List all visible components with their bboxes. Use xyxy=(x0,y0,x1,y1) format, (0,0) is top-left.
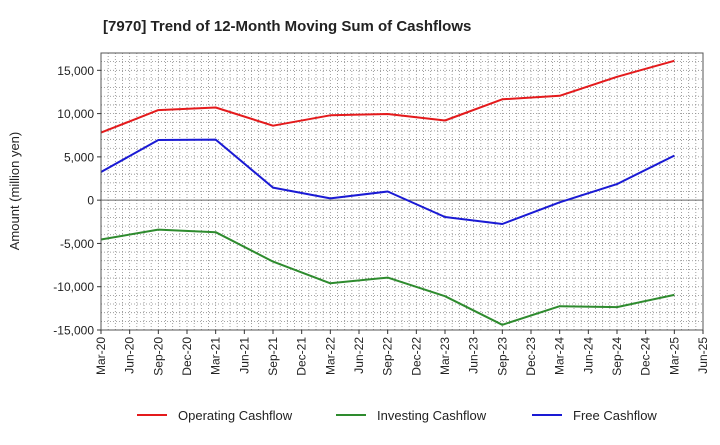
x-tick-label: Mar-24 xyxy=(553,337,567,375)
x-tick-label: Dec-23 xyxy=(524,337,538,376)
x-tick-label: Dec-21 xyxy=(295,337,309,376)
x-tick-label: Jun-22 xyxy=(352,337,366,374)
chart-title: [7970] Trend of 12-Month Moving Sum of C… xyxy=(103,18,471,35)
x-tick-label: Sep-24 xyxy=(610,337,624,376)
legend-label: Investing Cashflow xyxy=(377,408,487,423)
x-tick-label: Jun-23 xyxy=(467,337,481,374)
x-tick-label: Dec-20 xyxy=(180,337,194,376)
x-tick-label: Jun-20 xyxy=(123,337,137,374)
x-tick-label: Sep-22 xyxy=(381,337,395,376)
y-tick-label: 5,000 xyxy=(64,150,94,164)
x-axis-ticks: Mar-20 Jun-20 Sep-20 Dec-20 Mar-21 Jun-21 Sep-… xyxy=(94,330,710,376)
series-line-investing-cashflow xyxy=(100,228,675,326)
x-tick-label: Mar-20 xyxy=(94,337,108,375)
x-tick-label: Jun-24 xyxy=(581,337,595,374)
x-tick-label: Sep-21 xyxy=(266,337,280,376)
legend: Operating Cashflow Investing Cashflow Free… xyxy=(137,408,657,423)
series-line-operating-cashflow xyxy=(100,59,675,134)
y-tick-label: -15,000 xyxy=(53,324,94,338)
series-line-free-cashflow xyxy=(100,138,675,225)
x-tick-label: Mar-23 xyxy=(438,337,452,375)
series-lines xyxy=(100,59,675,326)
y-tick-label: 10,000 xyxy=(57,107,94,121)
legend-label: Operating Cashflow xyxy=(178,408,293,423)
x-tick-label: Mar-22 xyxy=(323,337,337,375)
x-tick-label: Dec-22 xyxy=(409,337,423,376)
x-tick-label: Sep-20 xyxy=(151,337,165,376)
y-tick-label: -10,000 xyxy=(53,280,94,294)
y-axis-ticks: 15,000 10,000 5,000 0 -5,000 -10,000 -15,000 xyxy=(53,64,101,338)
x-tick-label: Mar-21 xyxy=(209,337,223,375)
x-tick-label: Jun-21 xyxy=(237,337,251,374)
y-tick-label: 15,000 xyxy=(57,64,94,78)
plot-frame xyxy=(100,52,704,331)
y-axis-label: Amount (million yen) xyxy=(7,132,22,251)
legend-label: Free Cashflow xyxy=(573,408,657,423)
y-tick-label: 0 xyxy=(87,194,94,208)
y-tick-label: -5,000 xyxy=(60,237,94,251)
x-tick-label: Mar-25 xyxy=(667,337,681,375)
x-tick-label: Dec-24 xyxy=(639,337,653,376)
grid xyxy=(101,53,703,330)
x-tick-label: Sep-23 xyxy=(495,337,509,376)
x-tick-label: Jun-25 xyxy=(696,337,710,374)
